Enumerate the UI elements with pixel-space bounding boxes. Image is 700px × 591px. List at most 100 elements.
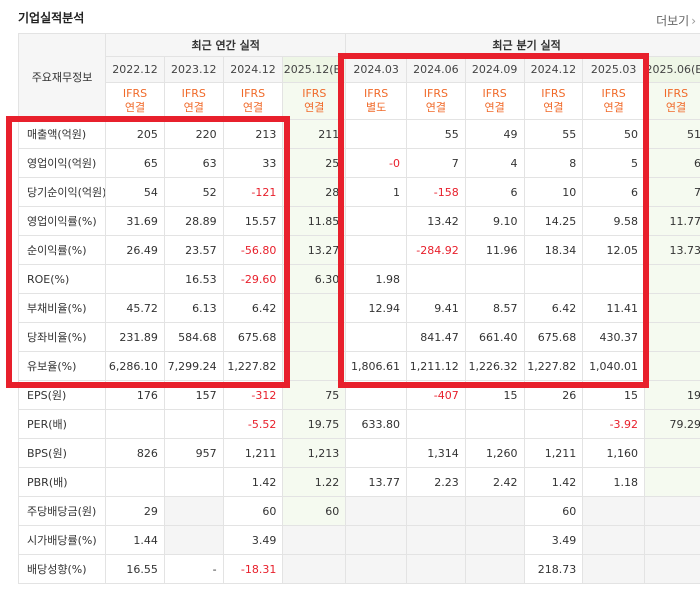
table-cell: - bbox=[163, 554, 224, 584]
table-row: ROE(%) 16.53 -29.60 6.30 1.98 bbox=[17, 264, 700, 294]
table-cell: 3.49 bbox=[523, 525, 584, 555]
period-header: 2025.12(E) bbox=[282, 56, 347, 83]
table-cell: 1,211 bbox=[523, 438, 584, 468]
consolidation-label: 연결 bbox=[543, 101, 564, 114]
table-cell bbox=[523, 409, 584, 439]
table-cell bbox=[345, 206, 407, 236]
row-label: 배당성향(%) bbox=[17, 554, 107, 584]
table-cell: 18.34 bbox=[523, 235, 584, 265]
table-cell: 6.42 bbox=[523, 293, 584, 323]
table-cell: 957 bbox=[163, 438, 224, 468]
table-cell: 79.29 bbox=[644, 409, 700, 439]
table-cell: 9.58 bbox=[582, 206, 646, 236]
table-cell: 25 bbox=[282, 148, 347, 178]
table-cell bbox=[345, 554, 407, 584]
table-cell bbox=[345, 380, 407, 410]
accounting-standard: IFRS 연결 bbox=[406, 82, 466, 120]
table-cell: 12.94 bbox=[345, 293, 407, 323]
consolidation-label: 연결 bbox=[665, 101, 687, 114]
table-cell: 1,160 bbox=[582, 438, 646, 468]
table-cell: 220 bbox=[163, 119, 224, 149]
more-link[interactable]: 더보기 › bbox=[656, 12, 696, 29]
table-cell: 9.41 bbox=[406, 293, 466, 323]
table-cell: 213 bbox=[222, 119, 284, 149]
table-cell: 7 bbox=[644, 177, 700, 207]
table-cell: 15.57 bbox=[222, 206, 284, 236]
table-cell: 45.72 bbox=[105, 293, 165, 323]
table-cell: 1.42 bbox=[222, 467, 284, 497]
table-cell: 13.27 bbox=[282, 235, 347, 265]
table-cell bbox=[644, 438, 700, 468]
row-label: PER(배) bbox=[17, 409, 107, 439]
table-cell bbox=[345, 496, 407, 526]
table-cell bbox=[282, 351, 347, 381]
table-cell: 6,286.10 bbox=[105, 351, 165, 381]
table-cell bbox=[523, 264, 584, 294]
table-cell: 15 bbox=[582, 380, 646, 410]
table-cell bbox=[105, 264, 165, 294]
table-cell bbox=[644, 351, 700, 381]
table-cell: 51 bbox=[644, 119, 700, 149]
table-cell: 1,040.01 bbox=[582, 351, 646, 381]
table-cell: 23.57 bbox=[163, 235, 224, 265]
table-cell: 675.68 bbox=[222, 322, 284, 352]
row-label: 부채비율(%) bbox=[17, 293, 107, 323]
row-label: EPS(원) bbox=[17, 380, 107, 410]
table-cell: 50 bbox=[582, 119, 646, 149]
quarter-group-header: 최근 분기 실적 bbox=[345, 33, 700, 57]
table-cell: 1.18 bbox=[582, 467, 646, 497]
section-title: 기업실적분석 bbox=[18, 11, 85, 25]
table-cell bbox=[345, 119, 407, 149]
accounting-standard: IFRS 연결 bbox=[222, 82, 284, 120]
table-cell: 60 bbox=[282, 496, 347, 526]
row-label: 유보율(%) bbox=[17, 351, 107, 381]
table-cell: -0 bbox=[345, 148, 407, 178]
table-cell bbox=[163, 525, 224, 555]
table-cell: 3.49 bbox=[222, 525, 284, 555]
table-cell bbox=[163, 467, 224, 497]
table-row: 당좌비율(%) 231.89 584.68 675.68 841.47 661.40 675… bbox=[17, 322, 700, 352]
table-cell: 15 bbox=[464, 380, 525, 410]
table-cell bbox=[582, 264, 646, 294]
table-cell: 13.77 bbox=[345, 467, 407, 497]
table-cell: 26 bbox=[523, 380, 584, 410]
table-cell: 31.69 bbox=[105, 206, 165, 236]
table-cell: 75 bbox=[282, 380, 347, 410]
table-cell: 6.30 bbox=[282, 264, 347, 294]
table-cell: 1,260 bbox=[464, 438, 525, 468]
table-cell: -29.60 bbox=[222, 264, 284, 294]
period-header: 2024.12 bbox=[222, 56, 284, 83]
table-cell: -312 bbox=[222, 380, 284, 410]
table-cell bbox=[163, 409, 224, 439]
table-cell bbox=[644, 293, 700, 323]
table-cell bbox=[464, 409, 525, 439]
standard-label: IFRS bbox=[601, 87, 626, 100]
table-cell: 1,226.32 bbox=[464, 351, 525, 381]
table-cell: 430.37 bbox=[582, 322, 646, 352]
table-cell: 28.89 bbox=[163, 206, 224, 236]
table-cell bbox=[345, 235, 407, 265]
table-cell: 205 bbox=[105, 119, 165, 149]
table-cell: 28 bbox=[282, 177, 347, 207]
table-cell bbox=[644, 264, 700, 294]
table-cell: -18.31 bbox=[222, 554, 284, 584]
table-cell: 6 bbox=[582, 177, 646, 207]
table-cell bbox=[464, 496, 525, 526]
row-label: 순이익률(%) bbox=[17, 235, 107, 265]
table-cell: 11.77 bbox=[644, 206, 700, 236]
table-cell: 6.42 bbox=[222, 293, 284, 323]
more-label: 더보기 bbox=[656, 14, 690, 28]
standard-label: IFRS bbox=[482, 87, 507, 100]
table-cell: 55 bbox=[406, 119, 466, 149]
table-row: PBR(배) 1.42 1.22 13.77 2.23 2.42 1.42 1.18 bbox=[17, 467, 700, 497]
table-cell: 1 bbox=[345, 177, 407, 207]
row-label: BPS(원) bbox=[17, 438, 107, 468]
row-label: PBR(배) bbox=[17, 467, 107, 497]
table-cell bbox=[345, 525, 407, 555]
table-row: 부채비율(%) 45.72 6.13 6.42 12.94 9.41 8.57 6.42 11.… bbox=[17, 293, 700, 323]
table-cell bbox=[406, 264, 466, 294]
table-cell: 19 bbox=[644, 380, 700, 410]
table-cell bbox=[406, 409, 466, 439]
table-row: EPS(원) 176 157 -312 75 -407 15 26 15 19 bbox=[17, 380, 700, 410]
table-row: 주당배당금(원) 29 60 60 60 bbox=[17, 496, 700, 526]
